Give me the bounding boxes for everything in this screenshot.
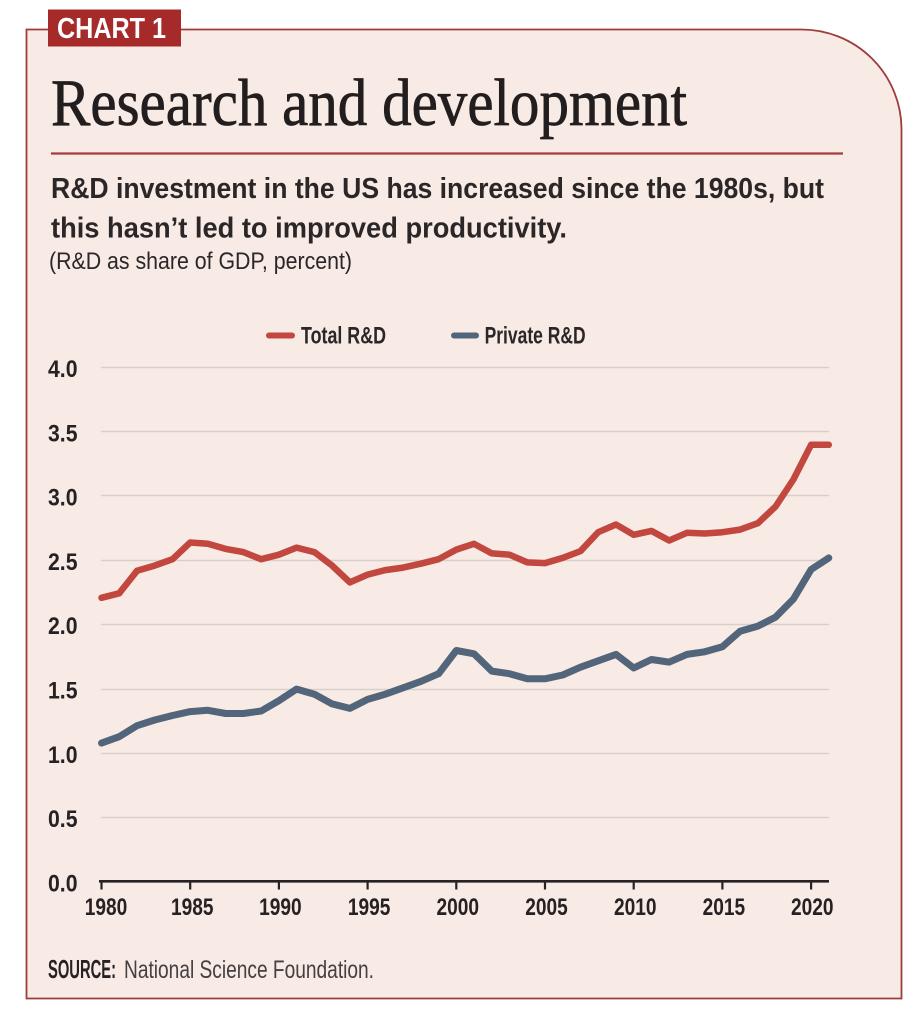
svg-text:Total R&D: Total R&D [301, 323, 386, 350]
svg-text:National Science Foundation.: National Science Foundation. [124, 956, 374, 984]
svg-text:1995: 1995 [348, 894, 391, 921]
svg-text:3.0: 3.0 [48, 485, 78, 512]
svg-text:0.0: 0.0 [48, 870, 78, 897]
svg-text:2.5: 2.5 [48, 549, 78, 576]
svg-text:1990: 1990 [259, 894, 302, 921]
svg-text:2010: 2010 [614, 894, 657, 921]
svg-text:2005: 2005 [525, 894, 568, 921]
svg-text:1.5: 1.5 [48, 678, 78, 705]
svg-text:4.0: 4.0 [48, 356, 78, 383]
svg-text:this hasn’t led to improved pr: this hasn’t led to improved productivity… [51, 213, 567, 245]
svg-text:CHART 1: CHART 1 [57, 13, 166, 45]
svg-text:0.5: 0.5 [48, 806, 78, 833]
svg-text:1985: 1985 [171, 894, 214, 921]
svg-text:Research and development: Research and development [51, 66, 687, 140]
svg-text:R&D investment in the US has i: R&D investment in the US has increased s… [51, 173, 824, 205]
svg-text:2020: 2020 [791, 894, 834, 921]
svg-text:2.0: 2.0 [48, 613, 78, 640]
svg-text:2015: 2015 [703, 894, 746, 921]
svg-text:(R&D as share of GDP, percent): (R&D as share of GDP, percent) [49, 248, 352, 275]
svg-text:SOURCE:: SOURCE: [48, 954, 116, 984]
svg-text:Private R&D: Private R&D [485, 323, 586, 350]
svg-text:3.5: 3.5 [48, 420, 78, 447]
svg-text:1980: 1980 [85, 894, 128, 921]
svg-text:1.0: 1.0 [48, 742, 78, 769]
svg-text:2000: 2000 [437, 894, 480, 921]
